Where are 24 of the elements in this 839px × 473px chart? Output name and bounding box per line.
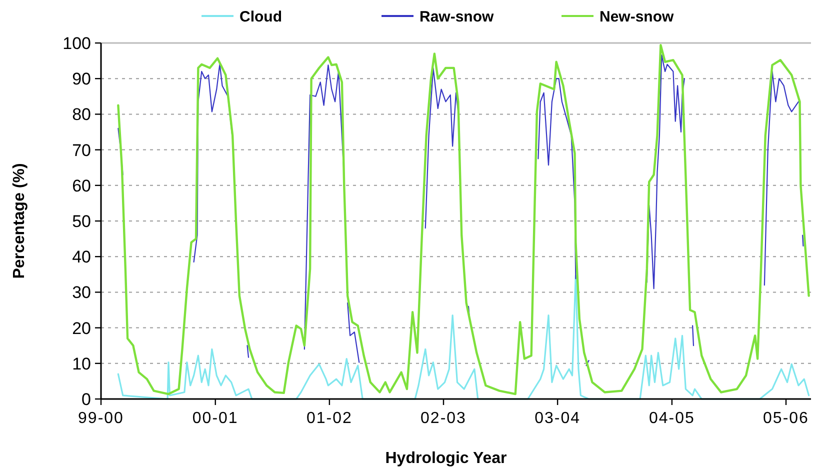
y-tick-label: 100 (62, 34, 91, 53)
y-tick-label: 0 (82, 390, 91, 409)
line-series (117, 274, 810, 400)
y-tick-label: 20 (72, 318, 91, 338)
y-tick-label: 10 (72, 354, 91, 374)
y-tick-label: 90 (72, 70, 91, 89)
y-tick-label: 70 (72, 140, 91, 160)
x-tick-label: 02-03 (420, 410, 466, 427)
y-tick-label: 50 (72, 212, 91, 231)
legend-label: Raw-snow (420, 8, 494, 26)
y-tick-label: 60 (72, 176, 91, 196)
x-tick-label: 01-02 (306, 410, 352, 427)
y-tick-label: 40 (72, 248, 91, 267)
legend-label: New-snow (600, 8, 674, 26)
x-tick-label: 03-04 (534, 410, 581, 427)
y-axis-title: Percentage (%) (11, 163, 28, 279)
x-axis-title: Hydrologic Year (385, 450, 507, 467)
x-tick-label: 04-05 (648, 410, 695, 427)
x-tick-label: 05-06 (763, 410, 809, 427)
x-tick-label: 00-01 (192, 410, 238, 427)
y-tick-label: 30 (72, 283, 91, 302)
y-tick-label: 80 (72, 105, 91, 124)
x-tick-label: 99-00 (78, 410, 124, 427)
legend-label: Cloud (240, 8, 282, 26)
